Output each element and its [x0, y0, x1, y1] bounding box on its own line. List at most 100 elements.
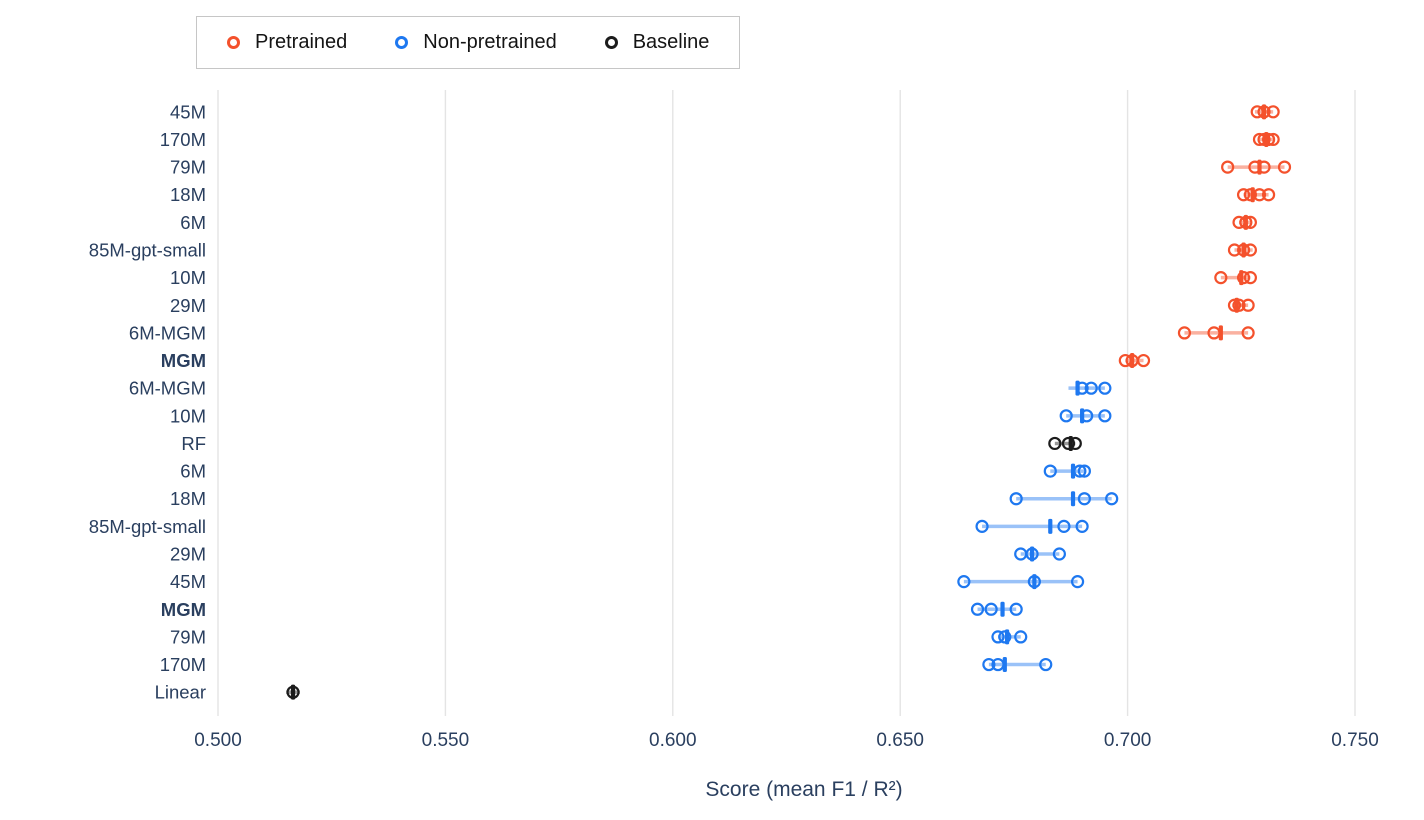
- point-marker[interactable]: [1243, 188, 1257, 202]
- point-marker[interactable]: [1014, 630, 1028, 644]
- point-marker[interactable]: [1098, 409, 1112, 423]
- row-label: 18M: [170, 184, 206, 205]
- point-marker[interactable]: [1277, 160, 1292, 174]
- row-label: 170M: [160, 654, 206, 675]
- point-marker[interactable]: [991, 630, 1005, 644]
- legend-item-baseline[interactable]: Baseline: [604, 31, 710, 54]
- x-tick-label: 0.500: [194, 730, 242, 751]
- row-label: 10M: [170, 267, 206, 288]
- mean-marker[interactable]: [1257, 159, 1262, 175]
- row-label: 10M: [170, 405, 206, 426]
- point-marker[interactable]: [1059, 409, 1073, 423]
- row-label: 6M: [180, 461, 206, 482]
- row-label: MGM: [161, 350, 206, 371]
- row-label: 6M-MGM: [129, 378, 206, 399]
- point-marker[interactable]: [1098, 381, 1112, 395]
- point-marker[interactable]: [1266, 105, 1280, 119]
- pretrained-marker-icon: [227, 36, 240, 49]
- row-label: 18M: [170, 488, 206, 509]
- x-tick-label: 0.550: [422, 730, 470, 751]
- point-marker[interactable]: [1236, 271, 1251, 285]
- row-label: 45M: [170, 101, 206, 122]
- non-pretrained-marker-icon: [395, 36, 409, 49]
- point-marker[interactable]: [1077, 492, 1091, 506]
- row-label: 85M-gpt-small: [89, 516, 206, 537]
- point-marker[interactable]: [1052, 547, 1066, 561]
- mean-marker[interactable]: [1070, 491, 1076, 507]
- mean-marker[interactable]: [1218, 325, 1223, 341]
- point-marker[interactable]: [1243, 271, 1257, 285]
- mean-marker[interactable]: [1261, 104, 1267, 120]
- point-marker[interactable]: [1084, 381, 1098, 395]
- point-marker[interactable]: [1241, 326, 1255, 340]
- x-tick-label: 0.650: [876, 730, 924, 751]
- point-marker[interactable]: [1261, 132, 1276, 147]
- mean-marker[interactable]: [1239, 270, 1244, 286]
- point-marker[interactable]: [1227, 298, 1242, 312]
- point-marker[interactable]: [1136, 353, 1151, 368]
- point-marker[interactable]: [975, 519, 989, 533]
- legend: Pretrained Non-pretrained Baseline: [196, 16, 741, 69]
- row-label: MGM: [161, 599, 206, 620]
- point-marker[interactable]: [1241, 298, 1255, 312]
- row-label: 85M-gpt-small: [89, 240, 206, 261]
- mean-marker[interactable]: [1068, 435, 1073, 451]
- point-marker[interactable]: [1048, 436, 1062, 451]
- point-marker[interactable]: [1039, 657, 1053, 672]
- point-marker[interactable]: [1261, 188, 1276, 202]
- point-marker[interactable]: [998, 630, 1012, 644]
- mean-marker[interactable]: [1241, 242, 1246, 258]
- mean-marker[interactable]: [1029, 546, 1035, 562]
- legend-item-pretrained[interactable]: Pretrained: [227, 31, 347, 54]
- point-marker[interactable]: [1061, 436, 1076, 451]
- row-label: RF: [181, 433, 206, 454]
- x-axis-title: Score (mean F1 / R²): [705, 778, 903, 801]
- mean-marker[interactable]: [1075, 380, 1080, 396]
- point-marker[interactable]: [984, 602, 998, 616]
- point-marker[interactable]: [957, 575, 971, 589]
- legend-item-non-pretrained[interactable]: Non-pretrained: [395, 31, 557, 54]
- point-marker[interactable]: [1009, 492, 1023, 506]
- point-marker[interactable]: [970, 602, 985, 616]
- mean-marker[interactable]: [1000, 601, 1005, 617]
- point-marker[interactable]: [1232, 298, 1246, 312]
- point-marker[interactable]: [1009, 602, 1023, 616]
- row-label: 6M: [180, 212, 206, 233]
- point-marker[interactable]: [1257, 132, 1271, 147]
- row-label: 170M: [160, 129, 206, 150]
- point-marker[interactable]: [1227, 243, 1242, 257]
- point-marker[interactable]: [982, 657, 996, 672]
- point-marker[interactable]: [1105, 492, 1119, 506]
- mean-marker[interactable]: [1032, 574, 1037, 590]
- point-marker[interactable]: [1043, 464, 1057, 478]
- legend-item-label: Baseline: [632, 31, 710, 53]
- row-label: 45M: [170, 571, 206, 592]
- legend-item-label: Non-pretrained: [423, 31, 557, 53]
- mean-marker[interactable]: [290, 684, 296, 700]
- point-marker[interactable]: [1075, 519, 1089, 533]
- mean-marker[interactable]: [1243, 214, 1248, 230]
- baseline-marker-icon: [604, 36, 618, 49]
- mean-marker[interactable]: [1002, 657, 1007, 673]
- mean-marker[interactable]: [1080, 408, 1085, 424]
- point-marker[interactable]: [1177, 326, 1192, 340]
- point-marker[interactable]: [1057, 519, 1071, 533]
- mean-marker[interactable]: [1264, 131, 1269, 147]
- mean-marker[interactable]: [1070, 463, 1076, 479]
- point-marker[interactable]: [1077, 464, 1091, 478]
- mean-marker[interactable]: [1234, 297, 1239, 313]
- row-label: Linear: [155, 682, 206, 703]
- mean-marker[interactable]: [1250, 187, 1255, 203]
- x-tick-label: 0.750: [1331, 730, 1379, 751]
- point-marker[interactable]: [1221, 160, 1235, 174]
- mean-marker[interactable]: [1048, 518, 1053, 534]
- point-marker[interactable]: [1070, 575, 1085, 589]
- mean-marker[interactable]: [1004, 629, 1010, 645]
- point-marker[interactable]: [1214, 271, 1228, 285]
- mean-marker[interactable]: [1130, 353, 1135, 369]
- row-label: 29M: [170, 544, 206, 565]
- row-label: 6M-MGM: [129, 322, 206, 343]
- point-marker[interactable]: [1236, 188, 1251, 202]
